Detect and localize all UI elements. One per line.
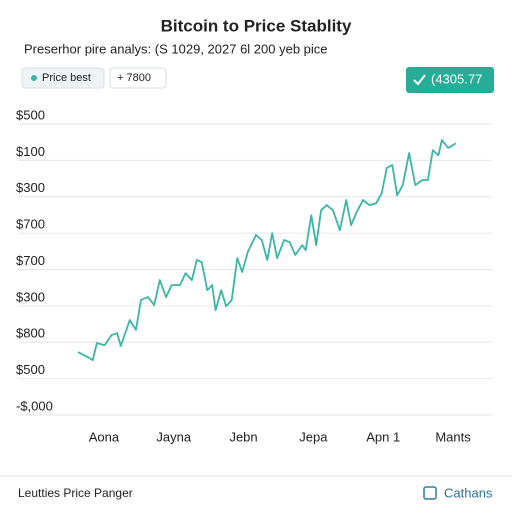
badge-bg[interactable] <box>406 67 494 93</box>
x-tick-label: Aona <box>89 429 120 444</box>
y-tick-label: $500 <box>16 107 45 122</box>
plot: -$,000 $500 $800 $300 $700 $700 $300 $100 $500 Ao… <box>16 107 492 444</box>
check-icon <box>413 74 426 86</box>
x-tick-label: Jayna <box>156 429 191 444</box>
y-tick-label: $300 <box>16 289 45 304</box>
legend-dot <box>31 75 37 81</box>
y-tick-label: $800 <box>16 326 45 341</box>
legend-chip: Price best <box>42 72 91 84</box>
x-tick-label: Apn 1 <box>366 429 400 444</box>
y-tick-label: $100 <box>16 144 45 159</box>
y-tick-label: $500 <box>16 362 45 377</box>
y-tick-label: -$,000 <box>16 398 53 413</box>
x-tick-label: Jebn <box>229 429 257 444</box>
footer-icon <box>423 486 437 500</box>
price-line <box>77 139 457 361</box>
footer-right[interactable]: Cathans <box>444 485 493 500</box>
legend-chip-bg[interactable] <box>21 67 105 89</box>
badge-value: (4305.77 <box>431 71 482 86</box>
y-tick-label: $700 <box>16 253 45 268</box>
delta-chip-bg[interactable] <box>109 67 167 89</box>
y-tick-label: $300 <box>16 180 45 195</box>
footer-left: Leutties Price Panger <box>18 486 133 500</box>
chart-title: Bitcoin to Price Stablity <box>161 16 352 35</box>
x-tick-label: Mants <box>435 429 471 444</box>
y-tick-label: $700 <box>16 217 45 232</box>
subtitle: Preserhor pire analys: (S 1029, 2027 6l … <box>24 41 328 56</box>
x-tick-label: Jepa <box>299 429 328 444</box>
delta-chip: + 7800 <box>117 72 151 84</box>
